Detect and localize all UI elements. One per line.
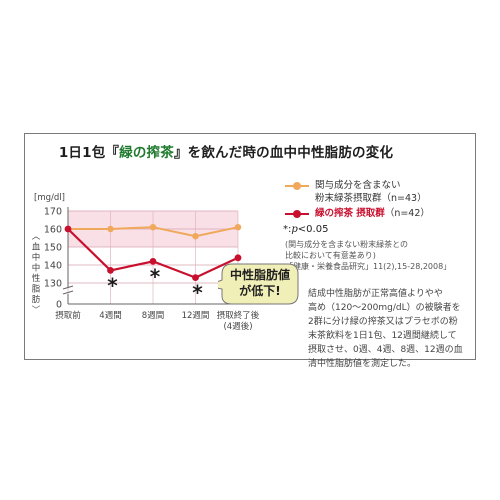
y-label-char-5: 脂 bbox=[32, 284, 41, 295]
axes bbox=[62, 207, 242, 305]
y-tick-170: 170 bbox=[44, 207, 62, 218]
axis-break-mark bbox=[62, 285, 74, 295]
legend-treatment-n: （n=42） bbox=[384, 208, 430, 219]
y-axis-label: ︿血中中性脂肪﹀ bbox=[32, 232, 41, 316]
callout-line-2: が低下! bbox=[239, 284, 281, 298]
y-label-char-0: ︿ bbox=[32, 232, 41, 242]
note-line-3: 「健康・栄養食品研究」11(2),15-28,2008」 bbox=[285, 262, 452, 271]
series-1-point-2 bbox=[149, 258, 157, 265]
title-pre: 1日1包『 bbox=[58, 145, 120, 161]
y-label-char-6: 肪 bbox=[32, 294, 41, 305]
legend-treatment-swatch bbox=[285, 210, 309, 218]
y-tick-150: 150 bbox=[44, 243, 62, 254]
desc-line-2: 高め（120〜200mg/dL）の被験者を bbox=[308, 303, 461, 313]
significance-markers: * * * bbox=[107, 264, 203, 304]
y-tick-labels: 0 130 140 150 160 170 bbox=[44, 207, 62, 311]
legend-treatment-name: 緑の搾茶 摂取群 bbox=[315, 208, 385, 219]
title-post: 』を飲んだ時の血中中性脂肪の変化 bbox=[173, 145, 394, 161]
x-tick-labels: 摂取前 4週間 8週間 12週間 摂取終了後(4週後) bbox=[55, 310, 260, 332]
significance-note: *:p<0.05 bbox=[283, 224, 328, 235]
series-0-point-3 bbox=[192, 233, 199, 240]
y-tick-140: 140 bbox=[44, 261, 62, 272]
legend-control-swatch bbox=[285, 182, 309, 190]
sig-star-1: * bbox=[150, 264, 161, 288]
x-sublabel-4: (4週後) bbox=[223, 321, 252, 332]
y-label-char-4: 性 bbox=[32, 273, 41, 284]
legend-treatment: 緑の搾茶 摂取群（n=42） bbox=[285, 207, 430, 220]
title-highlight: 緑の搾茶 bbox=[119, 145, 174, 161]
callout-line-1: 中性脂肪値 bbox=[229, 268, 290, 282]
series-1-point-3 bbox=[192, 274, 199, 281]
y-tick-160: 160 bbox=[44, 225, 62, 236]
sig-star: *: bbox=[283, 224, 292, 235]
y-tick-130: 130 bbox=[44, 279, 62, 290]
series-0-point-1 bbox=[107, 225, 114, 233]
y-label-char-2: 中 bbox=[32, 252, 41, 263]
legend-control-line2: 粉末緑茶摂取群（n=43） bbox=[315, 193, 427, 204]
x-tick-1: 4週間 bbox=[99, 311, 121, 321]
desc-line-4: 末茶飲料を1日1包、12週間継続して bbox=[308, 331, 457, 341]
sig-p: p bbox=[291, 224, 298, 235]
y-label-char-7: ﹀ bbox=[32, 306, 41, 316]
desc-line-6: 清中性脂肪値を測定した。 bbox=[308, 359, 417, 369]
x-tick-0: 摂取前 bbox=[55, 310, 81, 321]
legend-control-line1: 関与成分を含まない bbox=[315, 180, 401, 191]
sig-threshold: <0.05 bbox=[297, 224, 329, 235]
x-tick-3: 12週間 bbox=[182, 311, 210, 321]
note-line-2: 比較において有意差あり) bbox=[285, 251, 376, 260]
y-tick-0: 0 bbox=[56, 300, 62, 311]
sig-star-0: * bbox=[107, 273, 118, 297]
series-1-point-0 bbox=[64, 225, 72, 233]
y-label-char-3: 中 bbox=[32, 263, 41, 274]
series-0-point-2 bbox=[149, 224, 157, 231]
series-lines bbox=[64, 224, 242, 281]
x-tick-2: 8週間 bbox=[142, 311, 164, 321]
sig-star-2: * bbox=[192, 281, 203, 305]
y-unit-label: [mg/dl] bbox=[34, 193, 65, 203]
desc-line-1: 結成中性脂肪が正常高値よりやや bbox=[308, 289, 443, 299]
series-1-point-4 bbox=[234, 254, 242, 262]
callout-bubble: 中性脂肪値 が低下! bbox=[218, 258, 302, 308]
series-0-point-4 bbox=[234, 224, 242, 231]
series-1-point-1 bbox=[107, 267, 114, 274]
x-tick-4: 摂取終了後 bbox=[217, 310, 260, 321]
desc-line-5: 摂取させ、0週、4週、8週、12週の血 bbox=[308, 345, 463, 355]
note-line-1: (関与成分を含まない粉末緑茶との bbox=[285, 240, 409, 249]
study-description: 結成中性脂肪が正常高値よりやや 高め（120〜200mg/dL）の被験者を 2群… bbox=[308, 287, 463, 371]
chart-title: 1日1包『緑の搾茶』を飲んだ時の血中中性脂肪の変化 bbox=[0, 141, 452, 161]
desc-line-3: 2群に分け緑の搾茶又はプラセボの粉 bbox=[308, 317, 458, 327]
legend-control: 関与成分を含まない 粉末緑茶摂取群（n=43） bbox=[285, 179, 427, 205]
y-label-char-1: 血 bbox=[32, 242, 41, 253]
